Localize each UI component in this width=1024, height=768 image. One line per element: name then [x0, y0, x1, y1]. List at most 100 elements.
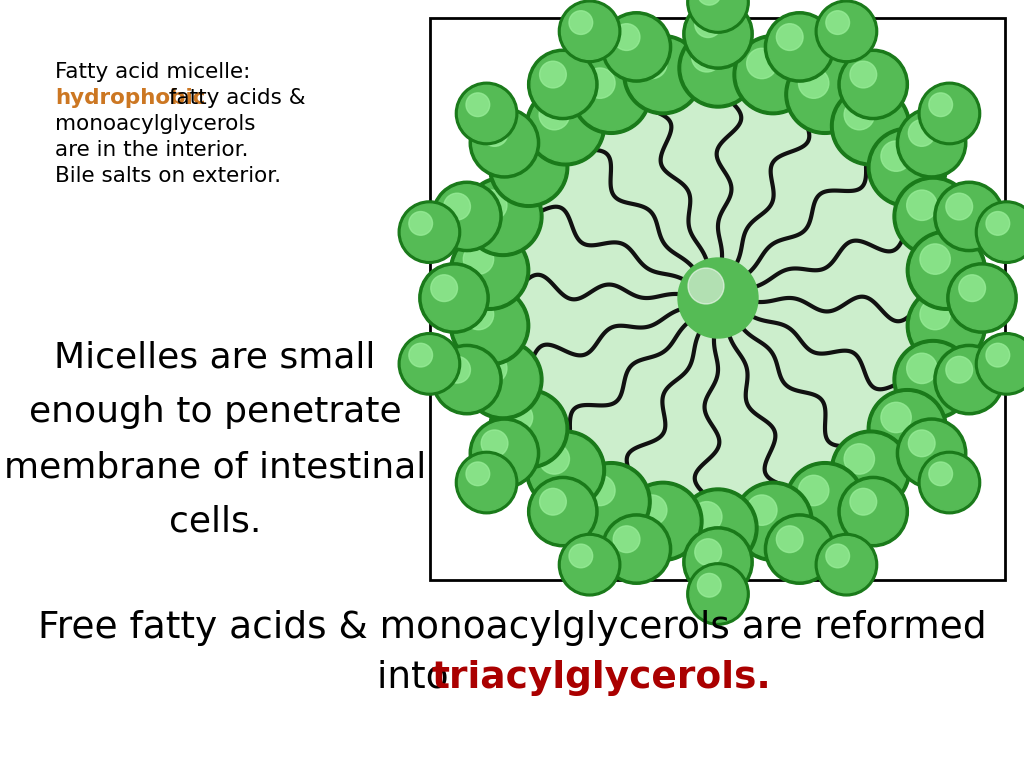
Circle shape — [463, 300, 494, 329]
Circle shape — [986, 211, 1010, 235]
Circle shape — [947, 263, 1017, 333]
Circle shape — [764, 514, 835, 584]
Circle shape — [986, 343, 1010, 367]
Circle shape — [910, 234, 982, 306]
Text: hydrophobic: hydrophobic — [55, 88, 206, 108]
Circle shape — [906, 353, 937, 383]
Circle shape — [454, 290, 525, 362]
Circle shape — [946, 194, 973, 220]
Circle shape — [571, 55, 651, 134]
Circle shape — [842, 53, 905, 116]
Circle shape — [540, 61, 566, 88]
Circle shape — [473, 422, 537, 485]
Circle shape — [531, 480, 595, 543]
Circle shape — [466, 462, 489, 485]
Circle shape — [558, 0, 621, 62]
Circle shape — [897, 180, 969, 253]
Circle shape — [746, 495, 777, 525]
Circle shape — [539, 99, 569, 130]
Circle shape — [871, 131, 943, 204]
Circle shape — [683, 527, 754, 598]
Circle shape — [908, 120, 935, 147]
Circle shape — [561, 537, 617, 593]
Circle shape — [920, 244, 950, 274]
Text: Micelles are small: Micelles are small — [54, 340, 376, 374]
Circle shape — [908, 430, 935, 457]
Circle shape — [529, 434, 601, 506]
Circle shape — [906, 190, 937, 220]
Circle shape — [466, 93, 489, 117]
Circle shape — [493, 131, 564, 204]
Circle shape — [529, 90, 601, 162]
Circle shape — [525, 430, 605, 510]
Circle shape — [958, 275, 985, 302]
Circle shape — [488, 127, 568, 207]
Circle shape — [473, 111, 537, 174]
Circle shape — [585, 475, 615, 505]
Circle shape — [835, 434, 906, 506]
Circle shape — [835, 90, 906, 162]
Circle shape — [850, 488, 877, 515]
Circle shape — [488, 389, 568, 468]
Circle shape — [830, 430, 910, 510]
Circle shape — [419, 263, 489, 333]
Circle shape — [934, 181, 1005, 252]
Circle shape — [929, 93, 952, 117]
Text: into: into — [377, 660, 461, 696]
Circle shape — [678, 258, 758, 338]
Circle shape — [432, 181, 502, 252]
Circle shape — [881, 402, 911, 432]
Circle shape — [818, 3, 874, 59]
Circle shape — [897, 343, 969, 415]
Circle shape — [979, 204, 1024, 260]
Circle shape — [900, 111, 964, 174]
Circle shape — [906, 286, 986, 366]
Circle shape — [825, 11, 850, 35]
Circle shape — [815, 534, 878, 596]
Circle shape — [937, 348, 1000, 411]
Circle shape — [733, 35, 813, 114]
Circle shape — [454, 234, 525, 306]
Circle shape — [976, 333, 1024, 395]
Circle shape — [435, 185, 499, 248]
Circle shape — [871, 392, 943, 465]
Circle shape — [467, 180, 539, 253]
Circle shape — [539, 444, 569, 474]
Text: Fatty acid micelle:: Fatty acid micelle: — [55, 62, 251, 82]
Circle shape — [450, 230, 529, 310]
Circle shape — [788, 58, 861, 131]
Circle shape — [799, 475, 828, 505]
Circle shape — [950, 266, 1014, 329]
Circle shape — [678, 28, 758, 108]
Circle shape — [688, 268, 724, 304]
Circle shape — [401, 204, 458, 260]
Circle shape — [605, 15, 668, 78]
Circle shape — [919, 82, 981, 144]
Circle shape — [527, 49, 598, 120]
Circle shape — [459, 85, 515, 141]
Circle shape — [686, 2, 750, 66]
Circle shape — [784, 462, 865, 541]
Circle shape — [682, 32, 754, 104]
Circle shape — [409, 211, 432, 235]
Circle shape — [469, 418, 540, 488]
Circle shape — [815, 0, 878, 62]
Circle shape — [694, 539, 722, 565]
Text: fatty acids &: fatty acids & — [162, 88, 305, 108]
Circle shape — [733, 482, 813, 561]
Circle shape — [527, 476, 598, 547]
Circle shape — [627, 38, 699, 111]
Circle shape — [682, 492, 754, 564]
Circle shape — [893, 339, 973, 419]
Text: Free fatty acids & monoacylglycerols are reformed: Free fatty acids & monoacylglycerols are… — [38, 610, 986, 646]
Circle shape — [463, 177, 543, 257]
Circle shape — [896, 418, 967, 488]
Text: Bile salts on exterior.: Bile salts on exterior. — [55, 166, 282, 186]
Circle shape — [605, 518, 668, 581]
Circle shape — [838, 49, 908, 120]
Circle shape — [432, 344, 502, 415]
Circle shape — [764, 12, 835, 82]
Circle shape — [467, 343, 539, 415]
Circle shape — [500, 80, 936, 516]
Circle shape — [768, 518, 831, 581]
